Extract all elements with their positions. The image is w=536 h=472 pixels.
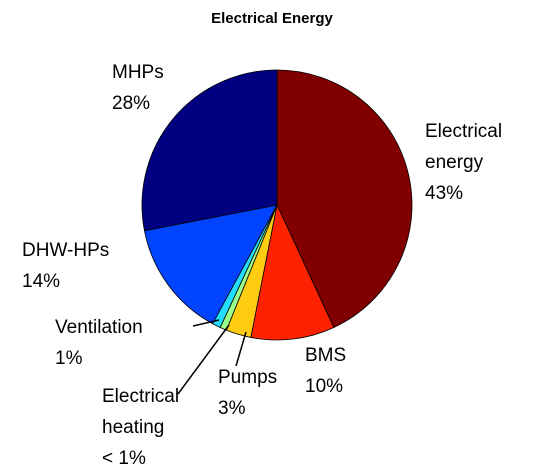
chart-title: Electrical Energy xyxy=(211,10,333,27)
pie-slice xyxy=(250,203,335,341)
slice-value-label: 10% xyxy=(305,376,343,397)
leader-line xyxy=(192,319,220,327)
slice-label: Electrical energy xyxy=(425,121,502,173)
slice-value-label: 43% xyxy=(425,183,463,204)
slice-label: MHPs xyxy=(112,62,164,83)
pie-slice xyxy=(144,204,278,325)
slice-label: Electrical heating xyxy=(102,386,179,438)
slice-value-label: 1% xyxy=(55,348,83,369)
slice-label: DHW-HPs xyxy=(22,240,109,261)
pie-slice xyxy=(276,69,413,328)
slice-label: Ventilation xyxy=(55,317,143,338)
leader-line xyxy=(235,331,247,367)
leader-line xyxy=(177,324,230,395)
slice-value-label: < 1% xyxy=(102,448,146,469)
slice-value-label: 28% xyxy=(112,93,150,114)
slice-value-label: 14% xyxy=(22,271,60,292)
pie-slice xyxy=(141,69,278,232)
slice-value-label: 3% xyxy=(218,398,246,419)
slice-label: Pumps xyxy=(218,367,277,388)
slice-label: BMS xyxy=(305,345,346,366)
